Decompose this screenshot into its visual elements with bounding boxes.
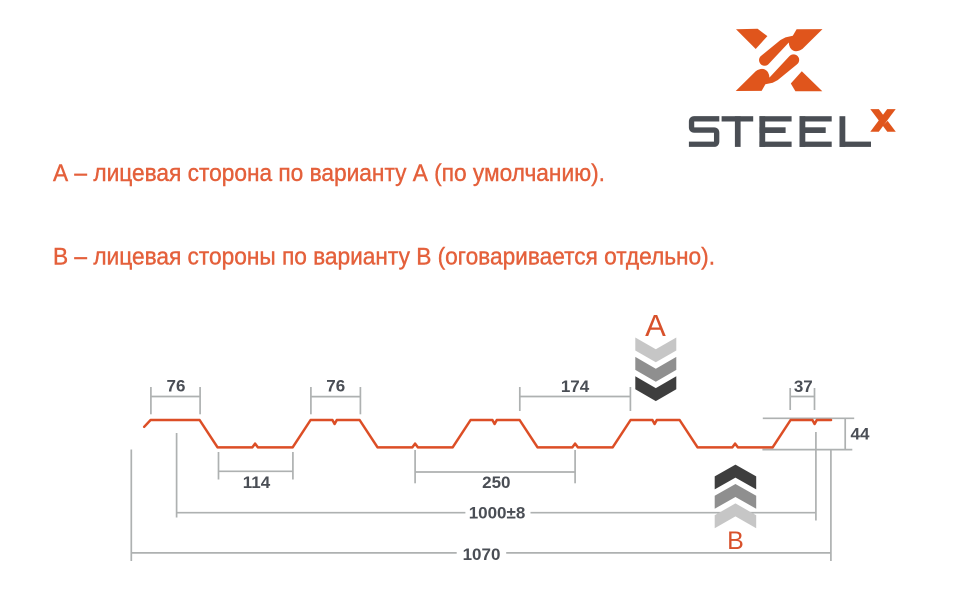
svg-text:44: 44 (851, 425, 870, 444)
svg-text:250: 250 (482, 473, 510, 492)
svg-text:76: 76 (167, 376, 186, 395)
svg-text:1070: 1070 (463, 545, 501, 564)
svg-text:В: В (727, 527, 744, 555)
svg-text:1000±8: 1000±8 (469, 504, 526, 523)
svg-text:В – лицевая стороны по вариант: В – лицевая стороны по варианту В (огова… (53, 244, 715, 271)
svg-text:А – лицевая сторона по вариант: А – лицевая сторона по варианту А (по ум… (53, 160, 605, 187)
svg-text:76: 76 (326, 377, 345, 396)
svg-text:А: А (645, 308, 666, 343)
svg-text:174: 174 (561, 377, 590, 396)
svg-text:114: 114 (243, 473, 271, 492)
svg-text:37: 37 (794, 377, 813, 396)
